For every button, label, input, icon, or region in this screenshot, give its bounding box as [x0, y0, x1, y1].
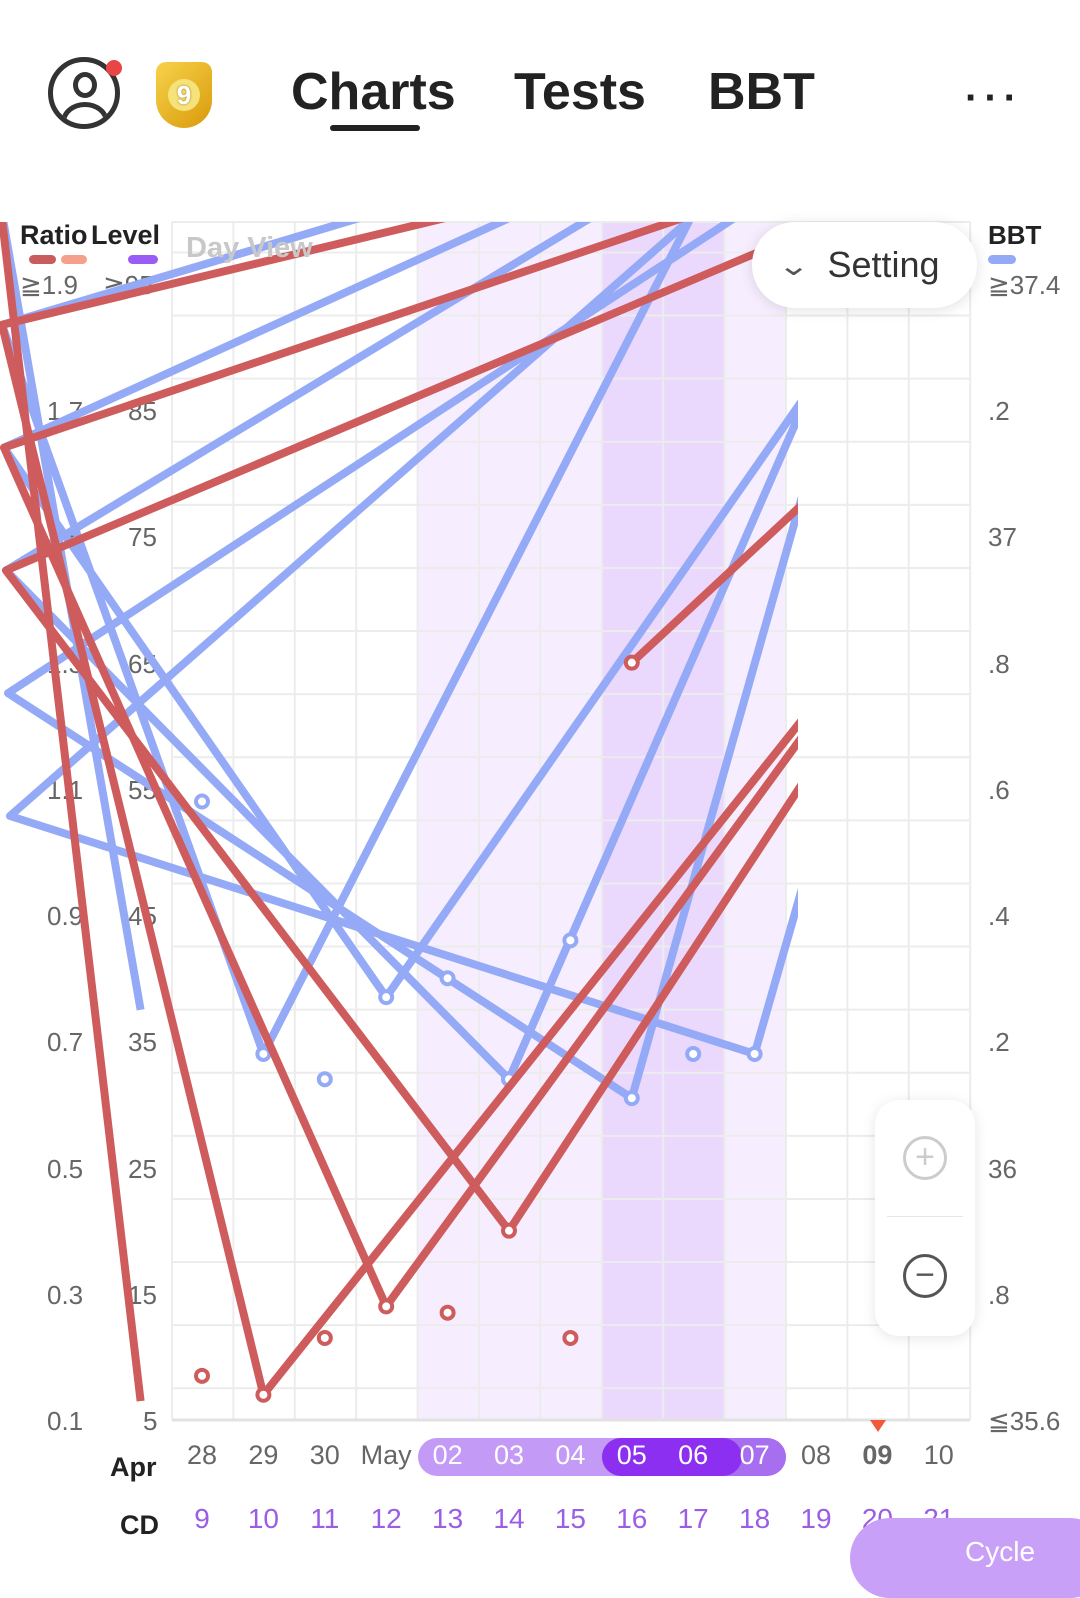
ratio-tick: 0.7 — [47, 1027, 84, 1058]
cycle-day-label: 13 — [432, 1503, 464, 1534]
bbt-data-point — [255, 1045, 272, 1062]
setting-button[interactable]: ⌄ Setting — [752, 222, 977, 308]
ratio-tick: 0.5 — [47, 1153, 84, 1184]
date-label[interactable]: 05 — [616, 1440, 647, 1470]
ratio-legend-swatch — [29, 255, 56, 264]
month-label: Apr — [110, 1452, 157, 1482]
ratio-tick: 0.9 — [47, 901, 84, 931]
level-tick: 5 — [143, 1406, 158, 1436]
date-label[interactable]: 30 — [309, 1440, 340, 1470]
peak-pill — [602, 1438, 742, 1476]
day-view-label: Day View — [186, 232, 313, 264]
active-tab-indicator — [330, 125, 420, 131]
legend-level: Level — [91, 220, 161, 250]
ratio-data-point — [255, 1386, 272, 1403]
date-label[interactable]: 08 — [800, 1440, 832, 1470]
date-label[interactable]: May — [360, 1440, 412, 1470]
today-marker-icon — [870, 1420, 886, 1432]
zoom-out-icon[interactable]: − — [903, 1254, 947, 1298]
notification-dot — [106, 60, 122, 76]
bbt-data-point — [623, 1090, 640, 1107]
level-tick: 25 — [128, 1153, 157, 1184]
ratio-data-point — [194, 1367, 210, 1384]
date-label[interactable]: 04 — [555, 1440, 586, 1470]
bbt-data-point — [316, 1071, 333, 1088]
level-badge-number: 9 — [168, 79, 200, 111]
more-options-button[interactable]: ··· — [965, 76, 1023, 120]
bbt-tick: .6 — [988, 774, 1010, 805]
bbt-tick: .8 — [988, 1279, 1010, 1310]
ratio-data-point — [316, 1329, 333, 1346]
bbt-min-label: ≦35.6 — [988, 1406, 1061, 1436]
date-label[interactable]: 07 — [739, 1440, 770, 1470]
chart-plot[interactable] — [0, 0, 1080, 1430]
bbt-max-label: ≧37.4 — [988, 270, 1061, 300]
level-badge[interactable]: 9 — [156, 62, 212, 128]
level-tick: 75 — [128, 522, 157, 553]
bbt-tick: 36 — [988, 1153, 1017, 1184]
setting-label: Setting — [827, 244, 940, 285]
cycle-day-label: 15 — [554, 1503, 586, 1534]
tab-tests[interactable]: Tests — [514, 63, 646, 121]
bbt-legend-swatch — [988, 255, 1016, 264]
bbt-data-point — [562, 932, 579, 949]
legend-bbt: BBT — [988, 220, 1042, 250]
bbt-data-point — [810, 922, 822, 934]
cycle-day-label: 11 — [310, 1503, 340, 1534]
bbt-data-point — [439, 970, 456, 987]
ratio-data-point — [501, 1222, 517, 1239]
legend-ratio: Ratio — [20, 220, 88, 250]
ratio-data-point — [439, 1304, 456, 1321]
bbt-tick: .4 — [988, 901, 1010, 931]
ratio-legend-swatch-light — [61, 255, 87, 264]
cycle-day-label: 17 — [677, 1503, 709, 1534]
ratio-data-point — [378, 1298, 395, 1315]
profile-icon[interactable] — [48, 57, 120, 129]
tab-bbt[interactable]: BBT — [708, 63, 815, 121]
bbt-tick: .8 — [988, 648, 1010, 679]
bbt-data-point — [685, 1045, 702, 1062]
ratio-tick: 0.1 — [47, 1406, 84, 1436]
date-label[interactable]: 02 — [432, 1440, 463, 1470]
date-label[interactable]: 29 — [248, 1440, 279, 1470]
bbt-data-point — [194, 793, 210, 810]
bbt-tick: 37 — [988, 522, 1017, 553]
zoom-controls: + − — [875, 1100, 975, 1336]
cycle-day-label: 18 — [739, 1503, 771, 1534]
cycle-day-label: 19 — [800, 1503, 832, 1534]
cycle-day-label: 12 — [370, 1503, 402, 1534]
level-legend-swatch — [128, 255, 158, 264]
ratio-max-label: ≧1.9 — [20, 270, 78, 300]
date-label[interactable]: 03 — [493, 1440, 525, 1470]
bbt-data-point — [746, 1045, 763, 1062]
date-label[interactable]: 10 — [923, 1440, 954, 1470]
cycle-day-label: 16 — [616, 1503, 648, 1534]
cycle-day-label: 10 — [247, 1503, 279, 1534]
cd-label: CD — [120, 1510, 159, 1540]
level-tick: 35 — [128, 1027, 157, 1058]
date-label[interactable]: 09 — [862, 1440, 893, 1470]
bbt-tick: .2 — [988, 396, 1010, 426]
bbt-data-point — [378, 989, 395, 1006]
cycle-day-label: 14 — [493, 1503, 525, 1534]
tab-charts[interactable]: Charts — [291, 63, 456, 121]
ratio-tick: 0.3 — [47, 1279, 84, 1310]
zoom-in-icon[interactable]: + — [903, 1136, 947, 1180]
cycle-button-label: Cycle — [965, 1536, 1036, 1567]
bbt-tick: .2 — [988, 1027, 1010, 1058]
cycle-button[interactable]: Cycle — [850, 1518, 1080, 1598]
chevron-down-icon: ⌄ — [777, 249, 811, 281]
cycle-day-label: 9 — [194, 1503, 210, 1534]
ratio-data-point — [623, 654, 640, 671]
date-label[interactable]: 28 — [186, 1440, 218, 1470]
date-label[interactable]: 06 — [678, 1440, 709, 1470]
ratio-data-point — [562, 1329, 579, 1346]
